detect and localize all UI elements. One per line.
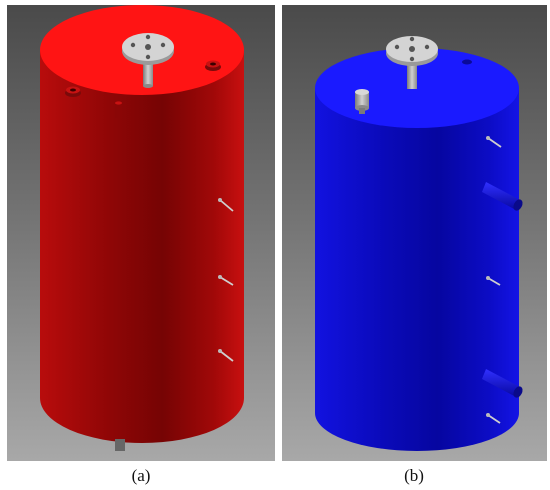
blue-tank-render <box>282 5 547 461</box>
caption-b: (b) <box>404 466 424 485</box>
tank-body <box>315 88 519 451</box>
side-probe-2 <box>486 276 501 286</box>
side-probe-1 <box>486 136 502 148</box>
lid-nozzle-right <box>205 60 221 71</box>
flange-pipe <box>407 53 417 89</box>
lid-stub <box>115 101 122 118</box>
bottom-outlet <box>115 439 125 451</box>
lid-fitting <box>355 89 369 114</box>
lid-nozzle-left <box>65 86 81 97</box>
tank-body <box>40 50 244 443</box>
side-probe-3 <box>218 349 234 362</box>
side-pipe-upper <box>482 182 523 211</box>
side-pipe-lower <box>482 369 523 398</box>
caption-a: (a) <box>131 466 151 485</box>
panel-b <box>282 5 547 461</box>
side-probe-1 <box>218 198 234 212</box>
flange-pipe <box>143 50 153 86</box>
panel-a <box>7 5 275 461</box>
side-probe-3 <box>486 413 501 424</box>
red-tank-render <box>7 5 275 461</box>
side-probe-2 <box>218 275 234 286</box>
lid-hole <box>462 59 472 65</box>
